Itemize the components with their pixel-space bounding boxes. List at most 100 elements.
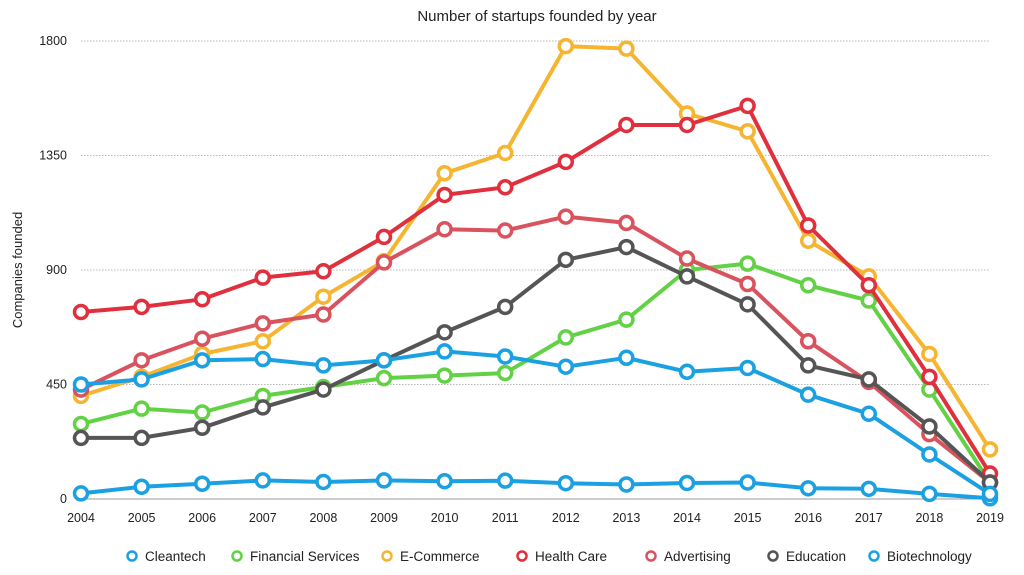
data-point <box>739 123 756 140</box>
series-education <box>72 238 999 491</box>
data-point <box>315 263 332 280</box>
data-point <box>921 485 938 503</box>
series-health-care <box>72 97 999 482</box>
data-point <box>860 277 878 294</box>
data-point <box>799 277 817 294</box>
data-point <box>557 251 575 269</box>
data-point <box>678 474 696 492</box>
series-e-commerce <box>72 37 999 458</box>
x-tick-label: 2017 <box>855 511 883 525</box>
series-line <box>79 349 992 496</box>
legend-item: E-Commerce <box>381 549 480 564</box>
data-point <box>436 472 453 490</box>
x-tick-label: 2004 <box>67 511 95 525</box>
data-point <box>254 350 272 368</box>
data-point <box>254 399 272 416</box>
legend-item: Education <box>767 549 846 564</box>
data-point <box>496 364 514 382</box>
y-tick-label: 450 <box>46 378 67 392</box>
data-point <box>496 222 514 239</box>
data-point <box>133 400 150 417</box>
data-point <box>739 275 756 293</box>
data-point <box>799 332 817 350</box>
data-point <box>315 288 332 305</box>
data-point <box>557 474 575 492</box>
x-tick-label: 2007 <box>249 511 277 525</box>
data-point <box>799 217 817 234</box>
data-point <box>72 485 90 502</box>
data-point <box>436 165 453 182</box>
x-tick-label: 2018 <box>915 511 943 525</box>
data-point <box>375 228 393 246</box>
legend-label: Biotechnology <box>887 549 972 564</box>
data-point <box>436 343 453 360</box>
data-point <box>496 179 514 196</box>
data-point <box>72 429 90 447</box>
y-axis-label: Companies founded <box>10 212 25 328</box>
data-point <box>72 415 90 433</box>
data-point <box>739 474 756 491</box>
data-point <box>860 292 878 309</box>
legend-label: E-Commerce <box>400 549 480 564</box>
data-point <box>678 363 696 381</box>
y-tick-label: 0 <box>60 492 67 506</box>
data-point <box>375 472 393 489</box>
legend: Cleantech Financial Services E-Commerce Hea… <box>126 549 972 564</box>
data-point <box>375 352 393 369</box>
legend-item: Advertising <box>645 549 731 564</box>
legend-item: Financial Services <box>231 549 360 564</box>
data-point <box>860 405 878 423</box>
data-point <box>618 40 635 57</box>
series-lines <box>72 37 999 507</box>
data-point <box>921 446 938 463</box>
data-point <box>739 359 756 377</box>
data-point <box>254 269 272 286</box>
data-point <box>436 221 453 238</box>
data-point <box>375 254 393 271</box>
data-point <box>921 418 938 435</box>
data-point <box>799 480 817 497</box>
data-point <box>254 472 272 489</box>
series-line <box>79 261 992 485</box>
data-point <box>193 475 211 492</box>
data-point <box>618 349 635 367</box>
data-point <box>254 315 272 332</box>
data-point <box>496 298 514 316</box>
data-point <box>193 352 211 369</box>
series-advertising <box>72 208 999 491</box>
y-tick-label: 900 <box>46 263 67 277</box>
legend-marker-icon <box>868 550 880 562</box>
data-point <box>799 386 817 403</box>
x-tick-label: 2009 <box>370 511 398 525</box>
data-point <box>315 306 332 323</box>
data-point <box>315 473 332 491</box>
legend-marker-icon <box>126 550 138 562</box>
data-point <box>133 352 150 369</box>
data-point <box>739 97 756 115</box>
legend-label: Financial Services <box>250 549 360 564</box>
data-point <box>557 208 575 225</box>
y-tick-label: 1350 <box>39 149 67 163</box>
data-point <box>678 250 696 267</box>
legend-item: Health Care <box>516 549 607 564</box>
data-point <box>739 296 756 313</box>
x-tick-label: 2005 <box>128 511 156 525</box>
series-line <box>79 214 992 485</box>
data-point <box>860 371 878 388</box>
data-point <box>981 441 999 458</box>
legend-marker-icon <box>645 550 657 562</box>
gridlines <box>81 40 990 500</box>
legend-item: Cleantech <box>126 549 206 564</box>
data-point <box>618 214 635 232</box>
x-tick-label: 2014 <box>673 511 701 525</box>
data-point <box>678 116 696 134</box>
y-tick-label: 1800 <box>39 34 67 48</box>
data-point <box>436 324 453 341</box>
data-point <box>618 311 635 328</box>
data-point <box>496 144 514 162</box>
data-point <box>557 153 575 171</box>
legend-label: Health Care <box>535 549 607 564</box>
legend-item: Biotechnology <box>868 549 972 564</box>
data-point <box>496 472 514 489</box>
